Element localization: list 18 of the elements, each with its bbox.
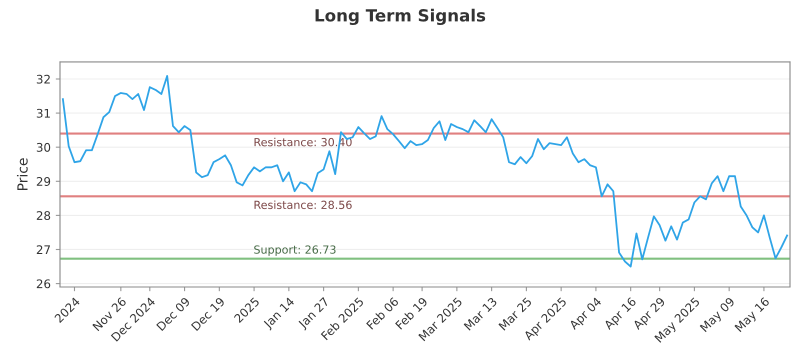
x-tick-label: Mar 25 [498, 296, 532, 331]
x-tick-label: Dec 19 [190, 296, 226, 332]
y-tick-label: 30 [36, 142, 50, 152]
chart-title: Long Term Signals [316, 8, 486, 26]
x-tick-label: Jan 14 [262, 296, 296, 331]
y-tick-label: 27 [36, 245, 50, 254]
x-tick-label: Mar 13 [464, 296, 498, 331]
ref-line-label: Resistance: 28.56 [254, 200, 352, 210]
line-series [62, 75, 788, 268]
y-tick-label: 31 [36, 108, 50, 118]
x-tick-label: Dec 09 [156, 296, 190, 332]
y-tick-label: 29 [36, 177, 50, 186]
y-tick-label: 26 [36, 279, 50, 288]
y-tick-label: 32 [36, 74, 50, 84]
x-tick-label: Apr 04 [568, 296, 604, 332]
ref-line-label: Support: 26.73 [254, 245, 336, 256]
y-tick-label: 28 [36, 211, 50, 220]
y-axis-title: Price [16, 158, 28, 190]
